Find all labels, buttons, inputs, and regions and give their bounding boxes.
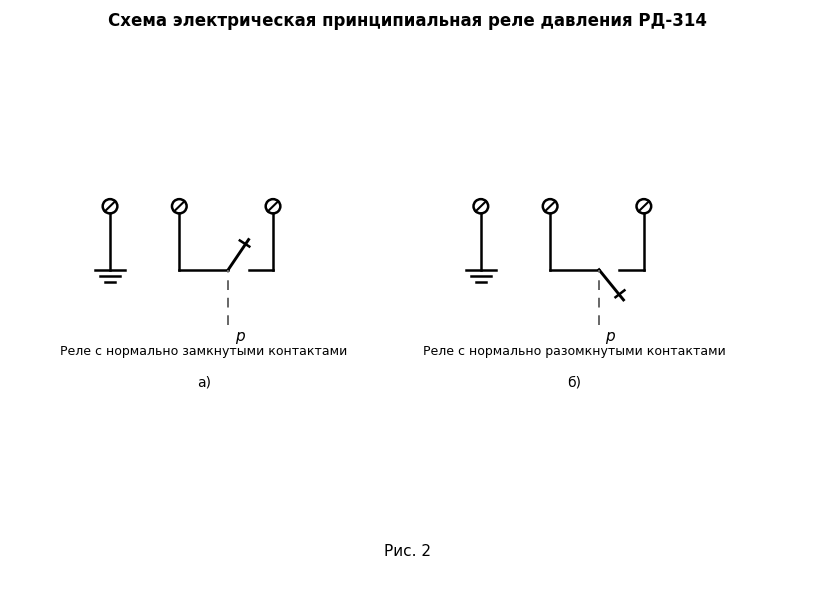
Text: Рис. 2: Рис. 2 (384, 544, 431, 559)
Text: а): а) (196, 375, 211, 389)
Text: р: р (606, 329, 615, 345)
Text: Реле с нормально замкнутыми контактами: Реле с нормально замкнутыми контактами (60, 345, 347, 358)
Text: Реле с нормально разомкнутыми контактами: Реле с нормально разомкнутыми контактами (423, 345, 726, 358)
Text: б): б) (567, 375, 582, 389)
Text: Схема электрическая принципиальная реле давления РД-314: Схема электрическая принципиальная реле … (108, 12, 707, 30)
Text: р: р (235, 329, 244, 345)
